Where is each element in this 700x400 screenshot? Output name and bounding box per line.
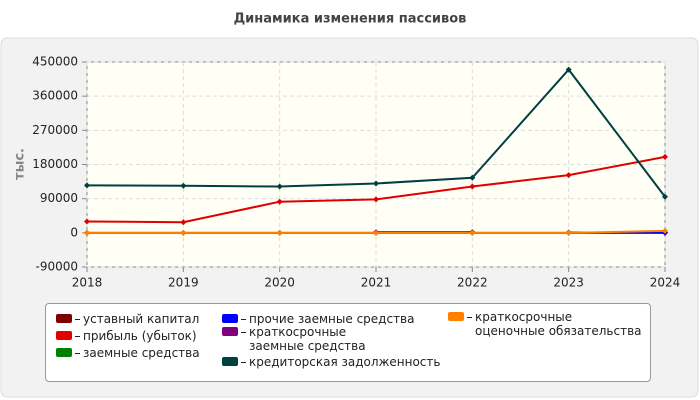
point — [469, 183, 476, 190]
legend-swatch — [448, 312, 464, 321]
point — [276, 229, 283, 236]
point — [662, 153, 668, 160]
point — [276, 183, 283, 190]
legend-label: заемные средства — [83, 346, 200, 360]
point — [373, 196, 379, 203]
point — [180, 182, 187, 189]
x-tick-label: 2022 — [457, 276, 488, 290]
point — [662, 193, 668, 200]
x-tick-label: 2018 — [72, 276, 103, 290]
legend-swatch — [222, 314, 238, 323]
y-tick-label: 0 — [70, 225, 78, 239]
legend-dash — [467, 317, 472, 318]
point — [373, 229, 379, 236]
legend-item: заемные средства — [56, 346, 216, 360]
legend-item: прочие заемные средства — [222, 312, 422, 326]
point — [565, 172, 572, 179]
legend-dash — [75, 353, 80, 354]
legend-swatch — [56, 331, 72, 340]
x-tick-label: 2024 — [650, 276, 681, 290]
x-tick-label: 2019 — [168, 276, 199, 290]
legend-dash — [241, 362, 246, 363]
point — [469, 229, 476, 236]
y-tick-label: -90000 — [35, 260, 78, 274]
legend-item: краткосрочные оценочные обязательства — [448, 310, 648, 338]
point — [84, 229, 90, 236]
chart-title: Динамика изменения пассивов — [234, 12, 467, 27]
x-tick-label: 2020 — [264, 276, 295, 290]
legend-swatch — [222, 327, 238, 336]
point — [565, 66, 572, 73]
point — [84, 218, 90, 225]
y-tick-label: 180000 — [32, 157, 78, 171]
point — [276, 198, 283, 205]
legend-label: прибыль (убыток) — [83, 329, 197, 343]
y-axis-label: тыс. — [13, 148, 28, 180]
point — [469, 174, 476, 181]
point — [373, 180, 379, 187]
legend-item: краткосрочные заемные средства — [222, 325, 412, 353]
y-tick-label: 270000 — [32, 123, 78, 137]
legend-swatch — [56, 314, 72, 323]
legend-label: уставный капитал — [83, 312, 200, 326]
point — [565, 229, 572, 236]
y-tick-label: 90000 — [40, 191, 78, 205]
legend-label: кредиторская задолженность — [249, 355, 441, 369]
point — [180, 219, 187, 226]
legend-dash — [241, 332, 246, 333]
legend: уставный капитал прибыль (убыток) заемные … — [45, 303, 651, 382]
legend-dash — [75, 336, 80, 337]
x-tick-label: 2023 — [553, 276, 584, 290]
legend-label: краткосрочные заемные средства — [249, 325, 366, 353]
legend-swatch — [56, 348, 72, 357]
point — [662, 227, 668, 234]
legend-label: краткосрочные оценочные обязательства — [475, 310, 642, 338]
legend-item: уставный капитал — [56, 312, 216, 326]
legend-item: кредиторская задолженность — [222, 355, 442, 369]
legend-dash — [241, 319, 246, 320]
legend-item: прибыль (убыток) — [56, 329, 216, 343]
point — [84, 182, 90, 189]
x-tick-label: 2021 — [361, 276, 392, 290]
point — [180, 229, 187, 236]
y-tick-label: 450000 — [32, 55, 78, 69]
legend-dash — [75, 319, 80, 320]
legend-label: прочие заемные средства — [249, 312, 415, 326]
legend-swatch — [222, 357, 238, 366]
y-tick-label: 360000 — [32, 89, 78, 103]
